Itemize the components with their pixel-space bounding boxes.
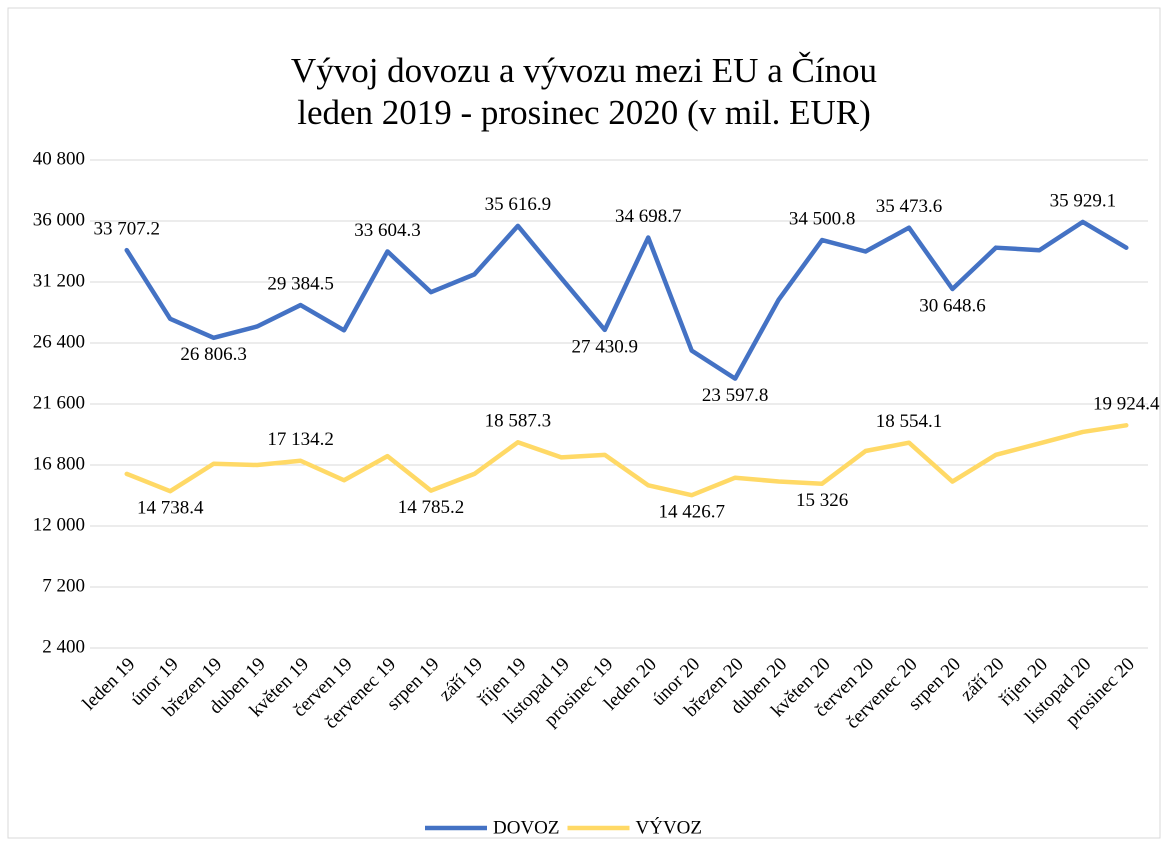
chart-title: Vývoj dovozu a vývozu mezi EU a Čínou — [291, 50, 877, 90]
data-label: 35 473.6 — [876, 196, 943, 217]
legend-label: VÝVOZ — [636, 816, 703, 838]
chart-frame — [7, 7, 1161, 839]
data-label: 19 924.4 — [1093, 394, 1160, 415]
data-label: 18 554.1 — [876, 411, 943, 432]
data-label: 33 707.2 — [93, 218, 160, 239]
y-tick-label: 2 400 — [42, 636, 85, 657]
data-label: 27 430.9 — [572, 336, 639, 357]
y-tick-label: 21 600 — [33, 392, 85, 413]
data-label: 29 384.5 — [267, 273, 334, 294]
data-label: 18 587.3 — [485, 411, 552, 432]
data-label: 14 738.4 — [137, 498, 204, 519]
data-label: 30 648.6 — [919, 295, 986, 316]
y-tick-label: 16 800 — [33, 453, 85, 474]
data-line — [124, 423, 1129, 498]
data-label: 34 698.7 — [615, 206, 682, 227]
data-label: 26 806.3 — [180, 344, 247, 365]
y-tick-label: 12 000 — [33, 514, 85, 535]
data-label: 23 597.8 — [702, 385, 769, 406]
data-label: 14 785.2 — [398, 497, 465, 518]
data-label: 15 326 — [796, 490, 848, 511]
data-label: 34 500.8 — [789, 208, 856, 229]
chart-subtitle: leden 2019 - prosinec 2020 (v mil. EUR) — [297, 93, 871, 132]
data-label: 35 616.9 — [485, 194, 552, 215]
data-label: 33 604.3 — [354, 220, 421, 241]
legend-label: DOVOZ — [493, 817, 560, 838]
data-label: 14 426.7 — [658, 502, 725, 523]
y-tick-label: 26 400 — [33, 331, 85, 352]
data-label: 35 929.1 — [1050, 190, 1117, 211]
data-label: 17 134.2 — [267, 429, 334, 450]
data-line — [124, 219, 1129, 381]
y-tick-label: 31 200 — [33, 270, 85, 291]
y-tick-label: 36 000 — [33, 209, 85, 230]
y-tick-label: 40 800 — [33, 148, 85, 169]
y-tick-label: 7 200 — [42, 575, 85, 596]
